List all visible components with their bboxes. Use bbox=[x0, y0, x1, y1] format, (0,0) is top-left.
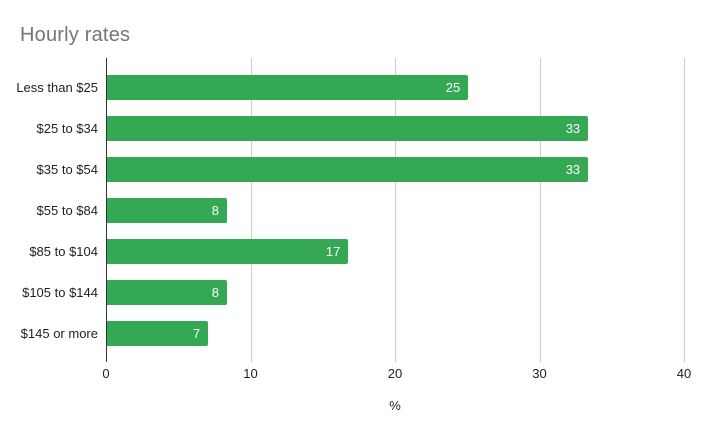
x-tick-label: 20 bbox=[387, 366, 403, 381]
x-tick-label: 0 bbox=[102, 366, 110, 381]
x-axis-title: % bbox=[389, 398, 401, 413]
category-label: Less than $25 bbox=[16, 80, 98, 95]
x-tick-label: 30 bbox=[532, 366, 547, 381]
category-label: $35 to $54 bbox=[36, 162, 98, 177]
category-label: $55 to $84 bbox=[36, 203, 98, 218]
category-label: $145 or more bbox=[20, 326, 98, 341]
gridline-x-20 bbox=[395, 58, 396, 362]
gridline-x-10 bbox=[250, 58, 252, 362]
plot-area: 25 33 33 8 17 8 7 bbox=[106, 58, 685, 362]
bar-value-label: 17 bbox=[325, 244, 341, 259]
bar-value-label: 8 bbox=[211, 203, 219, 218]
bar: 8 bbox=[107, 198, 227, 223]
category-label: $25 to $34 bbox=[36, 121, 98, 136]
category-label: $85 to $104 bbox=[29, 244, 98, 259]
bar: 17 bbox=[107, 239, 349, 264]
bar: 33 bbox=[107, 157, 589, 182]
category-label: $105 to $144 bbox=[22, 285, 98, 300]
gridline-x-30 bbox=[539, 58, 541, 362]
bar-value-label: 33 bbox=[565, 162, 581, 177]
bar-value-label: 7 bbox=[192, 326, 201, 341]
bar-value-label: 8 bbox=[211, 285, 219, 300]
x-tick-label: 10 bbox=[243, 366, 258, 381]
bar: 33 bbox=[107, 116, 589, 141]
bar-value-label: 33 bbox=[565, 121, 581, 136]
gridline-x-40 bbox=[684, 58, 685, 362]
bar: 8 bbox=[107, 280, 227, 305]
bar-value-label: 25 bbox=[445, 80, 461, 95]
chart-title: Hourly rates bbox=[20, 24, 131, 46]
x-tick-label: 40 bbox=[676, 366, 692, 381]
bar: 7 bbox=[107, 321, 209, 346]
bar: 25 bbox=[107, 75, 469, 100]
y-axis-line bbox=[106, 58, 107, 362]
